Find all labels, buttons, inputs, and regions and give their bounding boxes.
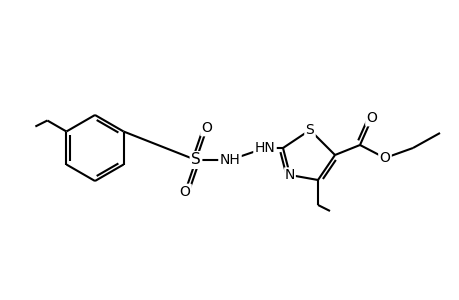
Text: O: O — [201, 121, 212, 135]
Text: O: O — [379, 151, 390, 165]
Text: N: N — [284, 168, 295, 182]
Text: NH: NH — [219, 153, 240, 167]
Text: O: O — [366, 111, 377, 125]
Text: S: S — [305, 123, 313, 137]
Text: HN: HN — [254, 141, 275, 155]
Text: S: S — [190, 152, 201, 167]
Text: O: O — [179, 185, 190, 199]
